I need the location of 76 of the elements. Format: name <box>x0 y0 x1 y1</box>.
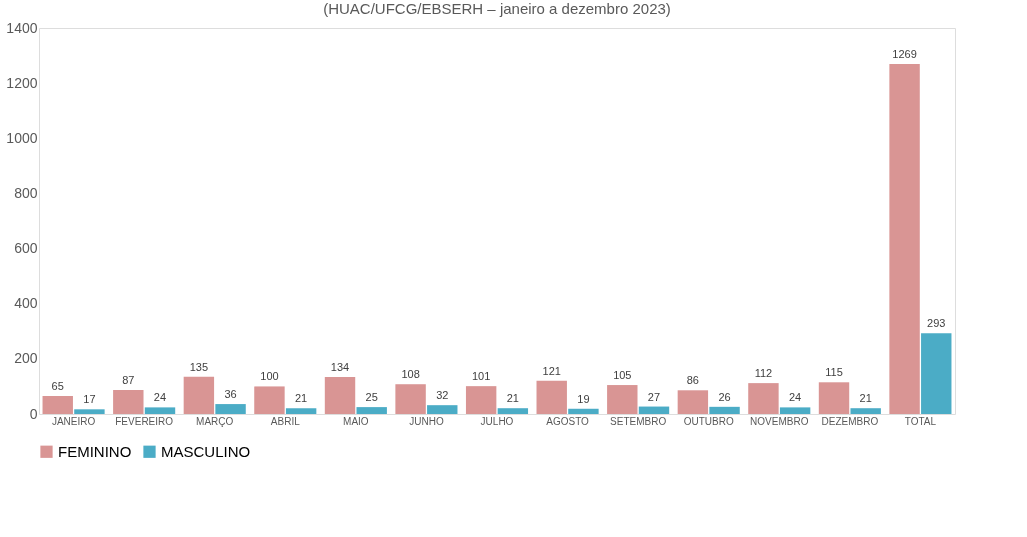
bar <box>395 384 426 414</box>
data-label: 24 <box>153 391 167 404</box>
bar <box>356 407 387 414</box>
x-tick-label: DEZEMBRO <box>821 415 879 427</box>
legend-label: MASCULINO <box>161 442 251 460</box>
data-label: 21 <box>295 392 308 405</box>
data-label: 19 <box>577 392 590 405</box>
bar <box>74 409 105 414</box>
data-label: 87 <box>122 374 135 387</box>
data-label: 135 <box>189 360 209 373</box>
y-tick-label: 1000 <box>6 129 38 146</box>
x-tick-label: JANEIRO <box>51 415 96 427</box>
bar <box>568 408 599 414</box>
y-tick-label: 0 <box>29 405 38 422</box>
data-label: 65 <box>51 380 64 393</box>
data-label: 112 <box>754 367 773 380</box>
bar <box>465 386 497 414</box>
legend-label: FEMININO <box>58 442 132 460</box>
x-tick-label: JUNHO <box>409 415 444 427</box>
chart-subtitle: (HUAC/UFCG/EBSERH – janeiro a dezembro 2023) <box>323 0 671 17</box>
x-tick-label: FEVEREIRO <box>115 415 174 427</box>
x-tick-label: AGOSTO <box>546 415 590 427</box>
bar <box>638 406 670 414</box>
bar <box>889 64 920 414</box>
data-label: 1269 <box>892 48 917 61</box>
bar <box>254 386 285 414</box>
x-tick-label: JULHO <box>480 415 514 427</box>
x-tick-label: TOTAL <box>904 415 937 427</box>
data-label: 293 <box>927 317 946 330</box>
data-label: 21 <box>506 392 519 405</box>
y-tick-label: 400 <box>14 295 38 312</box>
bar <box>536 380 567 414</box>
bar <box>144 407 176 414</box>
bar <box>921 333 952 414</box>
bar <box>607 385 638 414</box>
data-label: 115 <box>825 366 843 379</box>
x-tick-label: SETEMBRO <box>610 415 667 427</box>
data-label: 26 <box>718 390 731 403</box>
y-tick-label: 200 <box>14 350 38 367</box>
bar <box>427 405 458 414</box>
bar <box>709 406 740 414</box>
data-label: 134 <box>330 361 350 374</box>
data-label: 27 <box>647 390 661 403</box>
data-label: 105 <box>613 369 632 382</box>
data-label: 21 <box>859 392 872 405</box>
x-tick-label: NOVEMBRO <box>750 415 809 427</box>
bar <box>677 390 709 414</box>
bar <box>779 407 811 414</box>
y-tick-label: 800 <box>14 184 38 201</box>
data-label: 25 <box>365 391 378 404</box>
data-label: 36 <box>224 388 237 401</box>
data-label: 32 <box>436 389 449 402</box>
bar <box>818 382 850 414</box>
bar <box>183 376 215 414</box>
bar <box>42 396 73 414</box>
bar <box>497 408 529 414</box>
bar <box>850 408 881 414</box>
y-tick-label: 1200 <box>6 74 38 91</box>
y-tick-label: 1400 <box>6 19 38 36</box>
data-label: 17 <box>83 393 96 406</box>
bar <box>113 390 144 414</box>
data-label: 100 <box>260 370 279 383</box>
data-label: 101 <box>471 370 491 383</box>
bar <box>215 404 246 414</box>
x-tick-label: MAIO <box>343 415 369 427</box>
data-label: 86 <box>686 374 699 387</box>
x-tick-label: MARÇO <box>196 415 234 427</box>
data-label: 108 <box>401 368 420 381</box>
x-tick-label: ABRIL <box>270 415 301 427</box>
x-tick-label: OUTUBRO <box>683 415 734 427</box>
data-label: 24 <box>789 391 802 404</box>
data-label: 121 <box>542 364 561 377</box>
bar <box>285 408 317 414</box>
bar <box>748 383 779 414</box>
y-tick-label: 600 <box>14 240 38 257</box>
bar <box>324 377 356 414</box>
